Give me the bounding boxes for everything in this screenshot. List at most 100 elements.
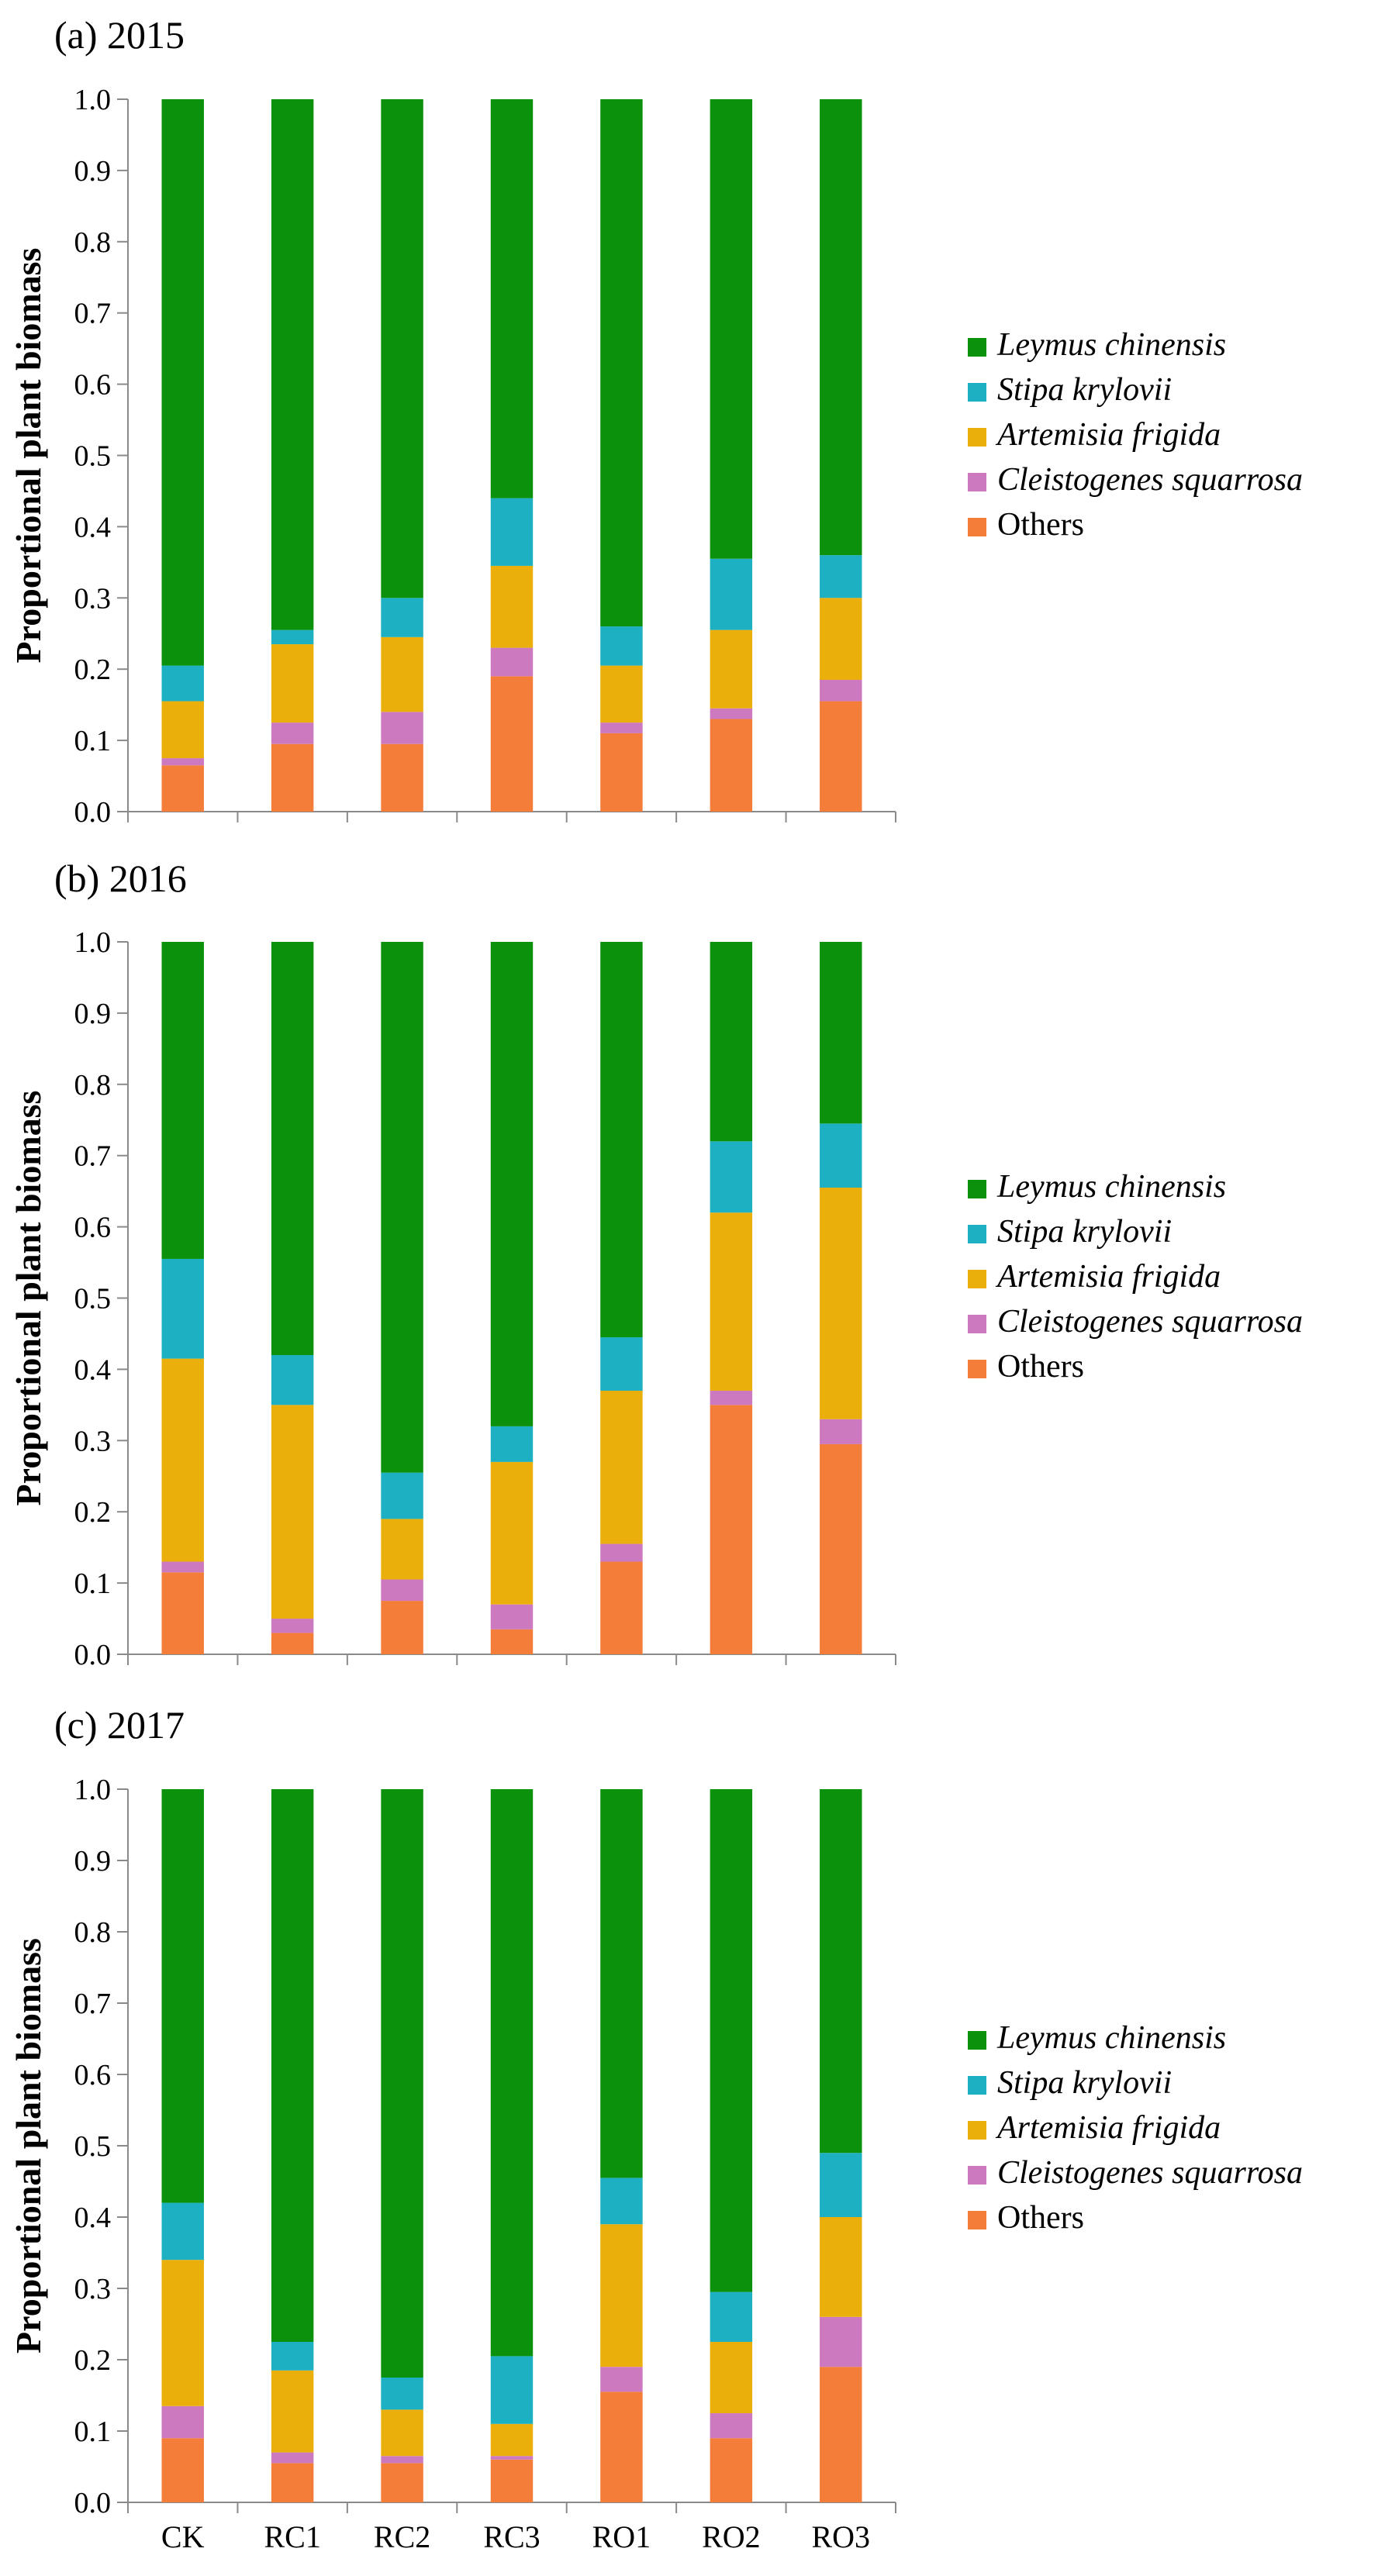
y-tick-label: 0.3	[74, 582, 112, 615]
bar-segment-leymus-chinensis-ro2	[710, 99, 753, 559]
chart-panel-2: (b) 2016 Proportional plant biomass 0.0 0.1…	[9, 857, 1303, 1671]
legend-swatch	[968, 1225, 986, 1243]
bar-segment-artemisia-frigida-rc2	[381, 1519, 423, 1580]
bar-segment-stipa-krylovii-ro1	[600, 1337, 643, 1391]
bar-segment-others-ro2	[710, 719, 753, 812]
y-tick-label: 0.5	[74, 2130, 112, 2163]
legend-label: Cleistogenes squarrosa	[997, 1304, 1303, 1340]
x-category-label: RO3	[811, 2519, 870, 2554]
y-tick-label: 0.8	[74, 1916, 112, 1949]
x-category-label: RO2	[702, 2519, 761, 2554]
legend-swatch	[968, 1315, 986, 1333]
y-tick-label: 0.1	[74, 1567, 112, 1600]
chart-panel-3: (c) 2017 Proportional plant biomass 0.0 0.1…	[9, 1703, 1303, 2554]
bar-segment-cleistogenes-squarrosa-rc3	[490, 2456, 534, 2460]
bar-segment-artemisia-frigida-ro2	[710, 1212, 753, 1391]
legend-label: Artemisia frigida	[995, 2110, 1221, 2146]
bar-segment-cleistogenes-squarrosa-ro3	[820, 679, 862, 702]
y-tick-label: 0.7	[74, 1988, 112, 2020]
y-tick-label: 0.5	[74, 440, 112, 473]
bar-segment-leymus-chinensis-rc2	[381, 1789, 423, 2378]
bar-segment-stipa-krylovii-rc1	[271, 629, 314, 645]
bar-segment-artemisia-frigida-rc3	[490, 2423, 534, 2457]
legend-label: Cleistogenes squarrosa	[997, 2155, 1303, 2191]
bar-segment-leymus-chinensis-rc3	[490, 1789, 534, 2357]
bar-segment-others-ck	[161, 2438, 204, 2502]
bar-segment-stipa-krylovii-rc1	[271, 1355, 314, 1405]
legend-label: Cleistogenes squarrosa	[997, 462, 1303, 498]
legend-label: Leymus chinensis	[996, 2020, 1226, 2056]
bar-segment-cleistogenes-squarrosa-rc3	[490, 647, 534, 677]
legend: Leymus chinensis Stipa krylovii Artemisia …	[968, 1169, 1303, 1385]
bar-segment-artemisia-frigida-ro3	[820, 2217, 862, 2317]
panel-title: (b) 2016	[54, 857, 187, 900]
y-tick-label: 0.5	[74, 1283, 112, 1316]
bar-segment-artemisia-frigida-ck	[161, 1358, 204, 1562]
y-axis-label: Proportional plant biomass	[9, 1091, 48, 1506]
bar-segment-cleistogenes-squarrosa-ro2	[710, 708, 753, 719]
bar-segment-leymus-chinensis-rc1	[271, 942, 314, 1356]
y-tick-label: 0.4	[74, 2202, 112, 2234]
bar-segment-cleistogenes-squarrosa-ro3	[820, 1419, 862, 1444]
legend-label: Stipa krylovii	[997, 1214, 1172, 1250]
y-tick-label: 0.3	[74, 2273, 112, 2305]
bar-segment-others-rc3	[490, 676, 534, 812]
bar-segment-leymus-chinensis-ro2	[710, 1789, 753, 2292]
bar-segment-stipa-krylovii-rc1	[271, 2342, 314, 2371]
bar-segment-artemisia-frigida-rc1	[271, 1405, 314, 1619]
bar-segment-others-rc1	[271, 1633, 314, 1654]
legend-label: Others	[997, 507, 1084, 543]
bar-segment-others-ck	[161, 1572, 204, 1654]
y-tick-label: 0.7	[74, 1140, 112, 1173]
y-tick-label: 0.8	[74, 1069, 112, 1102]
panel-title: (c) 2017	[54, 1703, 185, 1747]
bar-segment-stipa-krylovii-ck	[161, 2202, 204, 2260]
bar-segment-others-rc1	[271, 2463, 314, 2502]
bar-segment-leymus-chinensis-rc1	[271, 99, 314, 630]
legend-label: Stipa krylovii	[997, 372, 1172, 408]
bar-segment-cleistogenes-squarrosa-ro2	[710, 2413, 753, 2439]
bar-segment-others-ck	[161, 765, 204, 812]
bar-segment-others-ro1	[600, 733, 643, 812]
y-tick-label: 0.1	[74, 2416, 112, 2448]
legend-label: Artemisia frigida	[995, 1259, 1221, 1295]
y-axis-label: Proportional plant biomass	[9, 248, 48, 664]
bar-segment-stipa-krylovii-rc3	[490, 498, 534, 566]
bar-segment-others-ro2	[710, 2438, 753, 2502]
legend-swatch	[968, 2211, 986, 2229]
chart-panel-1: (a) 2015 Proportional plant biomass 0.0 0.1…	[9, 13, 1303, 829]
bar-segment-artemisia-frigida-rc3	[490, 1461, 534, 1605]
legend-label: Leymus chinensis	[996, 1169, 1226, 1205]
bar-segment-leymus-chinensis-ck	[161, 942, 204, 1259]
legend-swatch	[968, 1180, 986, 1198]
bar-segment-cleistogenes-squarrosa-ro2	[710, 1390, 753, 1405]
x-category-label: CK	[161, 2519, 205, 2554]
legend-swatch	[968, 2076, 986, 2095]
legend-label: Leymus chinensis	[996, 327, 1226, 363]
y-tick-label: 0.0	[74, 796, 112, 829]
legend-label: Others	[997, 2200, 1084, 2236]
bar-segment-cleistogenes-squarrosa-ro3	[820, 2316, 862, 2367]
legend-swatch	[968, 1270, 986, 1288]
bar-segment-leymus-chinensis-ck	[161, 99, 204, 666]
bar-segment-artemisia-frigida-rc1	[271, 2370, 314, 2453]
y-tick-label: 1.0	[74, 926, 112, 959]
bar-segment-artemisia-frigida-ro1	[600, 665, 643, 723]
bar-segment-stipa-krylovii-ck	[161, 665, 204, 702]
x-category-label: RC3	[483, 2519, 540, 2554]
bar-segment-artemisia-frigida-ro3	[820, 598, 862, 680]
bar-segment-leymus-chinensis-ck	[161, 1789, 204, 2203]
y-tick-label: 0.6	[74, 2059, 112, 2091]
bar-segment-others-rc3	[490, 1629, 534, 1654]
bar-segment-artemisia-frigida-rc2	[381, 2409, 423, 2457]
bar-segment-stipa-krylovii-ro2	[710, 1141, 753, 1213]
y-tick-label: 0.1	[74, 725, 112, 757]
y-tick-label: 0.7	[74, 298, 112, 330]
bar-segment-stipa-krylovii-ro3	[820, 2153, 862, 2217]
legend: Leymus chinensis Stipa krylovii Artemisia …	[968, 2020, 1303, 2236]
bar-segment-artemisia-frigida-ro2	[710, 629, 753, 709]
legend-swatch	[968, 2031, 986, 2050]
bar-segment-cleistogenes-squarrosa-ro1	[600, 1543, 643, 1562]
